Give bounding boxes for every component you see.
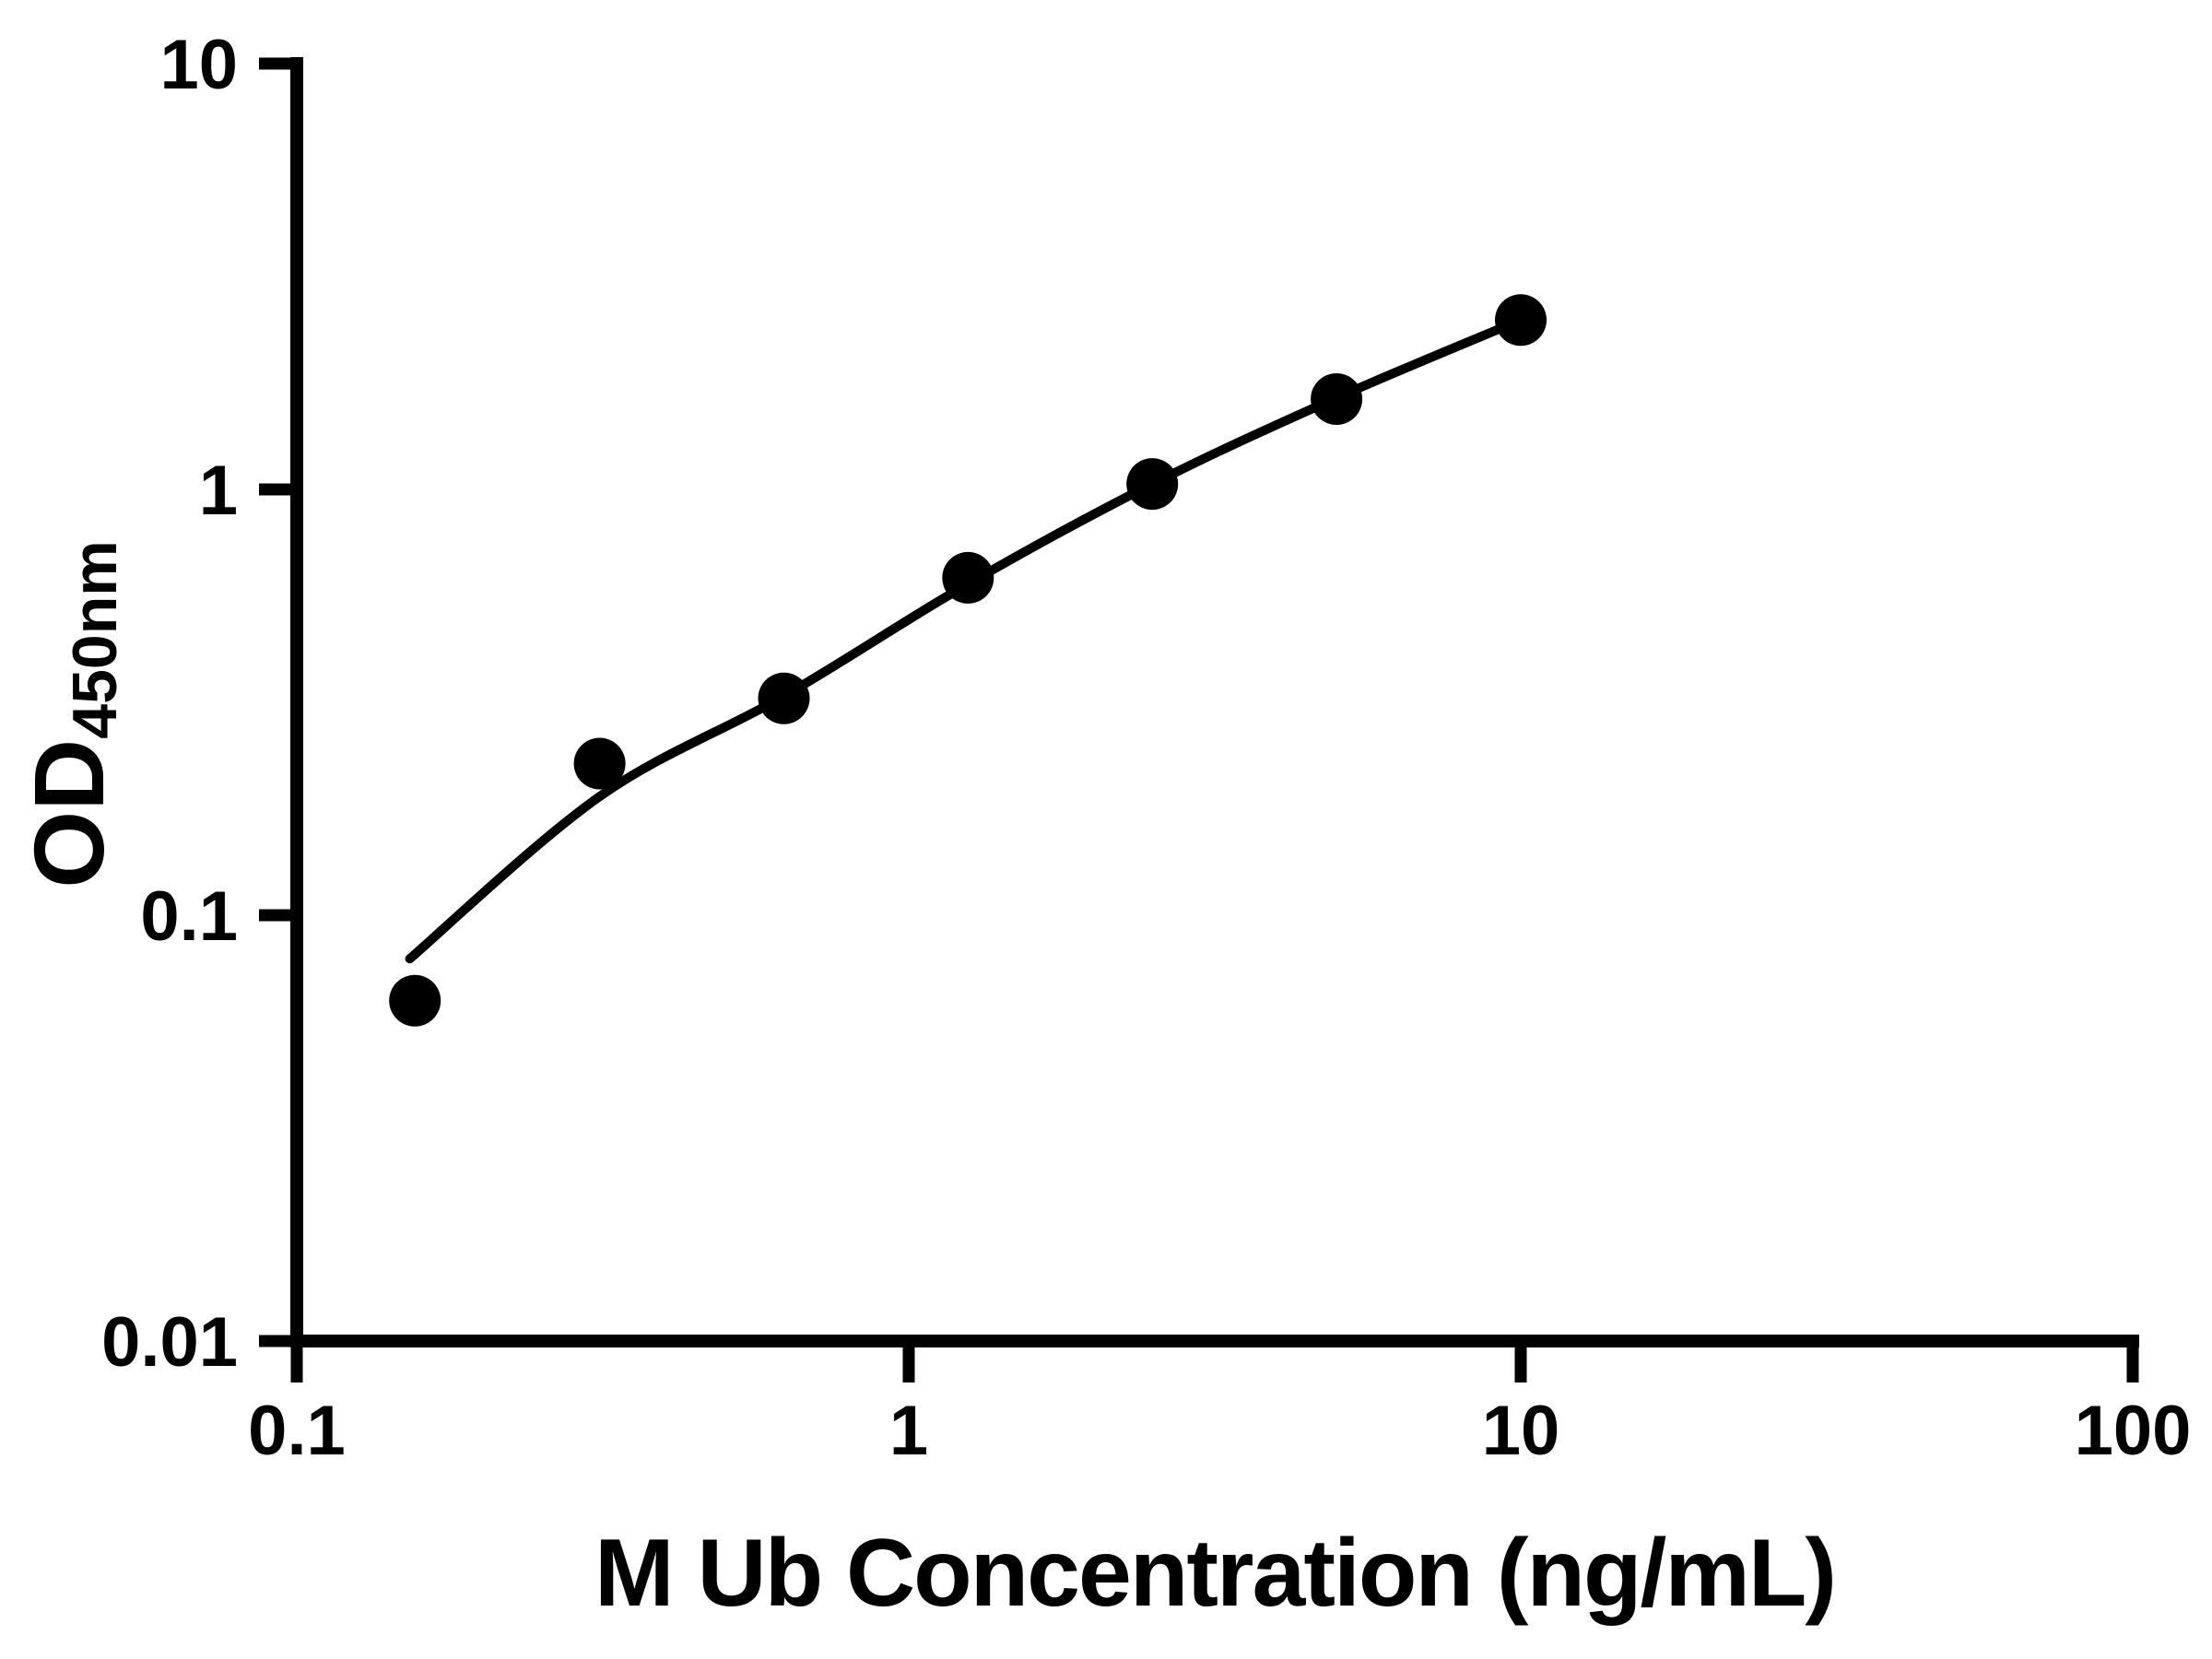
y-axis-title: OD450nm <box>13 540 130 888</box>
y-tick-label: 10 <box>159 26 238 104</box>
data-point <box>389 974 441 1027</box>
data-point <box>573 737 626 790</box>
data-point <box>758 672 810 724</box>
x-axis-ticks: 0.1 1 10 100 <box>248 1335 2191 1470</box>
x-tick-label: 10 <box>1482 1392 1560 1470</box>
y-tick-label: 0.1 <box>140 877 238 956</box>
y-axis-title-main: OD <box>13 739 124 888</box>
data-point <box>1311 373 1363 425</box>
data-point <box>942 551 994 604</box>
x-axis-title: M Ub Concentration (ng/mL) <box>594 1520 1835 1627</box>
y-tick-label: 0.01 <box>101 1303 238 1382</box>
y-tick-label: 1 <box>199 452 238 530</box>
data-point <box>1126 458 1179 511</box>
x-tick-label: 1 <box>889 1392 928 1470</box>
data-point <box>1495 294 1547 347</box>
y-axis-title-subscript: 450nm <box>60 540 130 738</box>
x-tick-label: 0.1 <box>248 1392 346 1470</box>
data-points <box>389 294 1547 1027</box>
x-tick-label: 100 <box>2075 1392 2192 1470</box>
